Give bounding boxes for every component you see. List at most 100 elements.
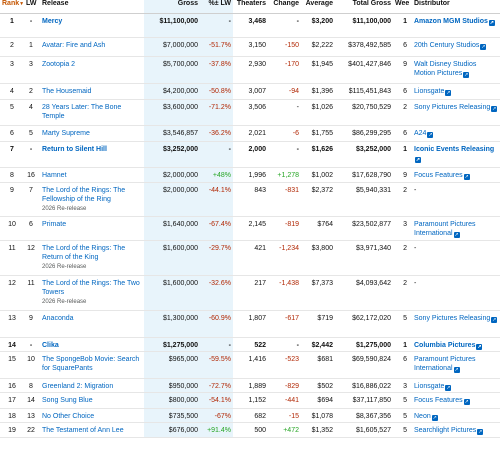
release-link[interactable]: 28 Years Later: The Bone Temple xyxy=(42,104,122,120)
external-link-icon[interactable]: ↗ xyxy=(488,20,495,26)
distributor-link[interactable]: Neon xyxy=(414,413,431,420)
release-cell[interactable]: 28 Years Later: The Bone Temple xyxy=(38,100,144,125)
distributor-link[interactable]: A24 xyxy=(414,130,427,137)
distributor-cell[interactable]: A24 ↗ xyxy=(409,126,500,141)
distributor-link[interactable]: Paramount Pictures International xyxy=(414,356,476,372)
external-link-icon[interactable]: ↗ xyxy=(445,90,452,96)
release-cell[interactable]: Song Sung Blue xyxy=(38,393,144,408)
external-link-icon[interactable]: ↗ xyxy=(491,106,498,112)
external-link-icon[interactable]: ↗ xyxy=(463,399,470,405)
release-link[interactable]: The Housemaid xyxy=(42,88,92,95)
release-cell[interactable]: The Lord of the Rings: The Fellowship of… xyxy=(38,183,144,216)
distributor-cell[interactable]: Iconic Events Releasing ↗ xyxy=(409,142,500,167)
release-link[interactable]: The Lord of the Rings: The Two Towers xyxy=(42,280,140,296)
release-cell[interactable]: Zootopia 2 xyxy=(38,57,144,83)
distributor-cell[interactable]: Lionsgate ↗ xyxy=(409,84,500,99)
release-cell[interactable]: Return to Silent Hill xyxy=(38,142,144,167)
distributor-cell[interactable]: - xyxy=(409,241,500,275)
distributor-cell[interactable]: Searchlight Pictures ↗ xyxy=(409,423,500,437)
release-link[interactable]: Song Sung Blue xyxy=(42,397,93,404)
column-header-total-gross[interactable]: Total Gross xyxy=(352,0,391,7)
column-header-pct-lw[interactable]: %± LW xyxy=(200,0,233,13)
distributor-link[interactable]: - xyxy=(414,280,417,287)
distributor-link[interactable]: Walt Disney Studios Motion Pictures xyxy=(414,61,477,77)
distributor-link[interactable]: Focus Features xyxy=(414,397,463,404)
distributor-cell[interactable]: - xyxy=(409,183,500,216)
release-cell[interactable]: The Lord of the Rings: The Return of the… xyxy=(38,241,144,275)
external-link-icon[interactable]: ↗ xyxy=(463,174,470,180)
release-link[interactable]: Hamnet xyxy=(42,172,67,179)
distributor-link[interactable]: Sony Pictures Releasing xyxy=(414,104,491,111)
distributor-link[interactable]: Lionsgate xyxy=(414,383,445,390)
release-cell[interactable]: The SpongeBob Movie: Search for SquarePa… xyxy=(38,352,144,378)
distributor-link[interactable]: Paramount Pictures International xyxy=(414,221,476,237)
external-link-icon[interactable]: ↗ xyxy=(477,429,484,435)
column-header-change[interactable]: Change xyxy=(273,0,299,7)
distributor-cell[interactable]: Sony Pictures Releasing ↗ xyxy=(409,311,500,337)
release-cell[interactable]: The Testament of Ann Lee xyxy=(38,423,144,437)
column-header-theaters[interactable]: Theaters xyxy=(236,0,266,7)
column-header-rank[interactable]: Rank▼ xyxy=(0,0,24,13)
distributor-cell[interactable]: 20th Century Studios ↗ xyxy=(409,38,500,56)
column-header-distributor[interactable]: Distributor xyxy=(414,0,450,7)
column-header-average[interactable]: Average xyxy=(305,0,333,7)
distributor-cell[interactable]: Neon ↗ xyxy=(409,409,500,422)
release-link[interactable]: Return to Silent Hill xyxy=(42,146,107,153)
distributor-link[interactable]: - xyxy=(414,187,417,194)
distributor-cell[interactable]: Paramount Pictures International ↗ xyxy=(409,217,500,240)
release-cell[interactable]: Mercy xyxy=(38,14,144,37)
release-link[interactable]: Mercy xyxy=(42,18,63,25)
release-cell[interactable]: Anaconda xyxy=(38,311,144,337)
external-link-icon[interactable]: ↗ xyxy=(427,132,434,138)
release-link[interactable]: Zootopia 2 xyxy=(42,61,76,68)
distributor-link[interactable]: Iconic Events Releasing xyxy=(414,146,495,153)
release-cell[interactable]: Hamnet xyxy=(38,168,144,182)
distributor-link[interactable]: Amazon MGM Studios xyxy=(414,18,488,25)
distributor-cell[interactable]: Sony Pictures Releasing ↗ xyxy=(409,100,500,125)
distributor-link[interactable]: Lionsgate xyxy=(414,88,445,95)
release-link[interactable]: Marty Supreme xyxy=(42,130,90,137)
release-link[interactable]: No Other Choice xyxy=(42,413,95,420)
external-link-icon[interactable]: ↗ xyxy=(453,366,460,373)
external-link-icon[interactable]: ↗ xyxy=(491,317,498,323)
external-link-icon[interactable]: ↗ xyxy=(415,156,421,163)
release-link[interactable]: Avatar: Fire and Ash xyxy=(42,42,106,49)
release-link[interactable]: The Testament of Ann Lee xyxy=(42,427,124,434)
release-link[interactable]: Clika xyxy=(42,342,59,349)
distributor-cell[interactable]: Lionsgate ↗ xyxy=(409,379,500,392)
distributor-link[interactable]: Sony Pictures Releasing xyxy=(414,315,491,322)
distributor-cell[interactable]: Paramount Pictures International ↗ xyxy=(409,352,500,378)
release-link[interactable]: The Lord of the Rings: The Fellowship of… xyxy=(42,187,126,203)
distributor-cell[interactable]: Walt Disney Studios Motion Pictures ↗ xyxy=(409,57,500,83)
column-header-lw[interactable]: LW xyxy=(26,0,37,7)
release-cell[interactable]: The Housemaid xyxy=(38,84,144,99)
column-header-weeks[interactable]: Weeks xyxy=(395,0,409,7)
column-header-gross[interactable]: Gross xyxy=(144,0,200,13)
release-link[interactable]: Anaconda xyxy=(42,315,74,322)
distributor-cell[interactable]: Amazon MGM Studios ↗ xyxy=(409,14,500,37)
column-header-release[interactable]: Release xyxy=(42,0,69,7)
distributor-link[interactable]: - xyxy=(414,245,417,252)
release-cell[interactable]: Avatar: Fire and Ash xyxy=(38,38,144,56)
release-cell[interactable]: Clika xyxy=(38,338,144,351)
release-cell[interactable]: Greenland 2: Migration xyxy=(38,379,144,392)
release-link[interactable]: Greenland 2: Migration xyxy=(42,383,114,390)
distributor-cell[interactable]: Focus Features ↗ xyxy=(409,393,500,408)
release-link[interactable]: The SpongeBob Movie: Search for SquarePa… xyxy=(42,356,140,372)
distributor-link[interactable]: Columbia Pictures xyxy=(414,342,476,349)
external-link-icon[interactable]: ↗ xyxy=(463,71,470,78)
release-cell[interactable]: Primate xyxy=(38,217,144,240)
distributor-link[interactable]: Focus Features xyxy=(414,172,463,179)
release-cell[interactable]: The Lord of the Rings: The Two Towers 202… xyxy=(38,276,144,310)
external-link-icon[interactable]: ↗ xyxy=(480,44,487,50)
release-cell[interactable]: No Other Choice xyxy=(38,409,144,422)
external-link-icon[interactable]: ↗ xyxy=(431,415,438,421)
release-link[interactable]: The Lord of the Rings: The Return of the… xyxy=(42,245,126,261)
distributor-cell[interactable]: Columbia Pictures ↗ xyxy=(409,338,500,351)
external-link-icon[interactable]: ↗ xyxy=(445,385,452,391)
external-link-icon[interactable]: ↗ xyxy=(476,344,483,350)
distributor-link[interactable]: Searchlight Pictures xyxy=(414,427,477,434)
release-cell[interactable]: Marty Supreme xyxy=(38,126,144,141)
distributor-link[interactable]: 20th Century Studios xyxy=(414,42,480,49)
release-link[interactable]: Primate xyxy=(42,221,67,228)
